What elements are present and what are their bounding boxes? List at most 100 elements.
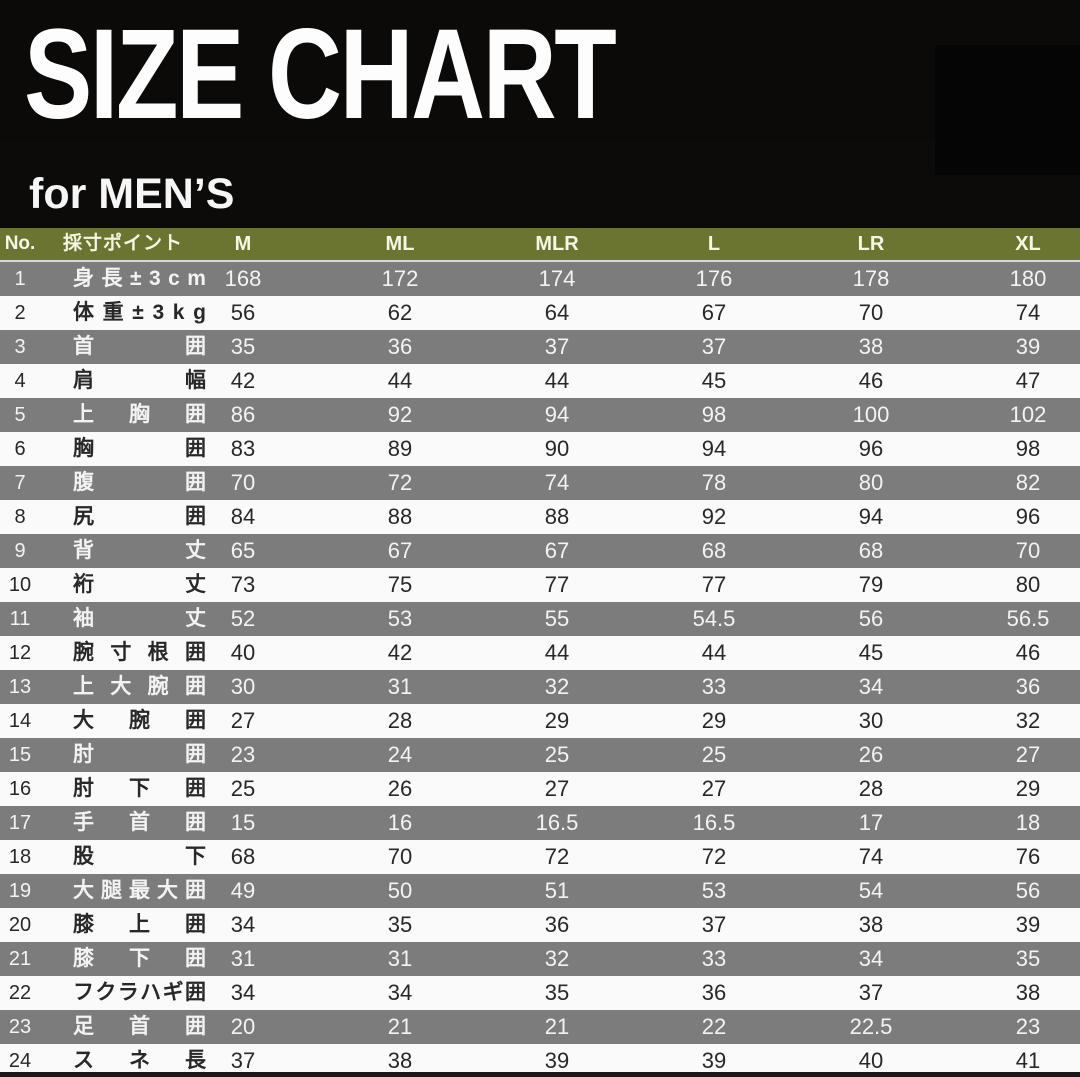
table-row: 18 股下 68 70 72 72 74 76 — [0, 840, 1080, 874]
size-value-ml: 75 — [387, 572, 413, 597]
size-value-lr: 79 — [858, 572, 884, 597]
size-value-l: 68 — [701, 538, 727, 563]
size-value-mlr: 16.5 — [535, 810, 579, 835]
size-value-mlr: 72 — [544, 844, 570, 869]
row-number: 1 — [14, 268, 26, 290]
size-value-m: 15 — [230, 810, 256, 835]
size-value-lr: 28 — [858, 776, 884, 801]
measurement-label: 腕寸根囲 — [73, 641, 206, 664]
size-value-lr: 80 — [858, 470, 884, 495]
size-value-m: 30 — [230, 674, 256, 699]
size-value-m: 35 — [230, 334, 256, 359]
size-value-ml: 53 — [387, 606, 413, 631]
size-value-l: 94 — [701, 436, 727, 461]
size-value-m: 23 — [230, 742, 256, 767]
table-row: 23 足首囲 20 21 21 22 22.5 23 — [0, 1010, 1080, 1044]
size-value-l: 37 — [701, 912, 727, 937]
size-value-ml: 44 — [387, 368, 413, 393]
size-value-m: 49 — [230, 878, 256, 903]
size-value-l: 44 — [701, 640, 727, 665]
measurement-label: 胸囲 — [73, 437, 206, 460]
size-value-lr: 22.5 — [849, 1014, 893, 1039]
header-size-mlr: MLR — [535, 233, 579, 255]
size-value-xl: 35 — [1015, 946, 1041, 971]
size-value-xl: 38 — [1015, 980, 1041, 1005]
table-row: 10 裄丈 73 75 77 77 79 80 — [0, 568, 1080, 602]
size-value-ml: 88 — [387, 504, 413, 529]
size-value-ml: 34 — [387, 980, 413, 1005]
size-value-mlr: 21 — [544, 1014, 570, 1039]
size-value-ml: 24 — [387, 742, 413, 767]
table-row: 22 フクラハギ囲 34 34 35 36 37 38 — [0, 976, 1080, 1010]
table-row: 16 肘下囲 25 26 27 27 28 29 — [0, 772, 1080, 806]
bottom-border — [0, 1072, 1080, 1077]
row-number: 3 — [14, 336, 26, 358]
size-value-mlr: 77 — [544, 572, 570, 597]
size-value-ml: 70 — [387, 844, 413, 869]
size-value-mlr: 55 — [544, 606, 570, 631]
size-value-ml: 92 — [387, 402, 413, 427]
size-value-xl: 74 — [1015, 300, 1041, 325]
table-row: 3 首囲 35 36 37 37 38 39 — [0, 330, 1080, 364]
size-value-xl: 76 — [1015, 844, 1041, 869]
measurement-label: 身長 ±3 c m — [73, 267, 206, 290]
row-number: 11 — [9, 608, 31, 630]
table-row: 6 胸囲 83 89 90 94 96 98 — [0, 432, 1080, 466]
size-value-xl: 180 — [1009, 266, 1047, 291]
size-value-m: 68 — [230, 844, 256, 869]
size-value-mlr: 37 — [544, 334, 570, 359]
size-value-mlr: 51 — [544, 878, 570, 903]
size-value-mlr: 94 — [544, 402, 570, 427]
row-number: 23 — [8, 1016, 32, 1038]
table-row: 15 肘囲 23 24 25 25 26 27 — [0, 738, 1080, 772]
size-value-lr: 34 — [858, 674, 884, 699]
size-value-m: 70 — [230, 470, 256, 495]
background-patch — [935, 45, 1080, 175]
size-value-xl: 98 — [1015, 436, 1041, 461]
size-value-l: 33 — [701, 674, 727, 699]
size-value-ml: 36 — [387, 334, 413, 359]
size-value-ml: 31 — [387, 674, 413, 699]
measurement-label: 膝下囲 — [73, 947, 206, 970]
measurement-label: 股下 — [73, 845, 206, 868]
table-row: 14 大腕囲 27 28 29 29 30 32 — [0, 704, 1080, 738]
size-value-mlr: 88 — [544, 504, 570, 529]
size-value-ml: 50 — [387, 878, 413, 903]
row-number: 8 — [14, 506, 26, 528]
table-row: 1 身長 ±3 c m 168 172 174 176 178 180 — [0, 262, 1080, 296]
table-body: 1 身長 ±3 c m 168 172 174 176 178 180 2 体重 ±3 k g 56 62 64 67… — [0, 262, 1080, 1077]
size-value-xl: 80 — [1015, 572, 1041, 597]
size-value-mlr: 64 — [544, 300, 570, 325]
size-value-ml: 89 — [387, 436, 413, 461]
row-number: 19 — [8, 880, 32, 902]
table-row: 13 上大腕囲 30 31 32 33 34 36 — [0, 670, 1080, 704]
size-value-mlr: 27 — [544, 776, 570, 801]
table-row: 11 袖丈 52 53 55 54.5 56 56.5 — [0, 602, 1080, 636]
size-value-lr: 70 — [858, 300, 884, 325]
row-number: 17 — [8, 812, 32, 834]
size-value-l: 78 — [701, 470, 727, 495]
size-value-m: 42 — [230, 368, 256, 393]
measurement-label: スネ長 — [73, 1049, 206, 1072]
size-value-l: 98 — [701, 402, 727, 427]
measurement-label: 背丈 — [73, 539, 206, 562]
size-value-mlr: 39 — [544, 1048, 570, 1073]
size-value-ml: 31 — [387, 946, 413, 971]
size-value-lr: 30 — [858, 708, 884, 733]
size-value-l: 45 — [701, 368, 727, 393]
table-header-row: No. 採寸ポイント M ML MLR L LR XL — [0, 228, 1080, 262]
size-value-xl: 29 — [1015, 776, 1041, 801]
size-value-m: 25 — [230, 776, 256, 801]
size-value-lr: 54 — [858, 878, 884, 903]
table-row: 19 大腿最大囲 49 50 51 53 54 56 — [0, 874, 1080, 908]
size-value-lr: 100 — [852, 402, 890, 427]
size-value-m: 84 — [230, 504, 256, 529]
size-value-m: 56 — [230, 300, 256, 325]
size-value-ml: 62 — [387, 300, 413, 325]
size-value-ml: 42 — [387, 640, 413, 665]
measurement-label: 上胸囲 — [73, 403, 206, 426]
row-number: 24 — [8, 1050, 32, 1072]
row-number: 4 — [14, 370, 26, 392]
size-value-xl: 23 — [1015, 1014, 1041, 1039]
size-value-xl: 82 — [1015, 470, 1041, 495]
